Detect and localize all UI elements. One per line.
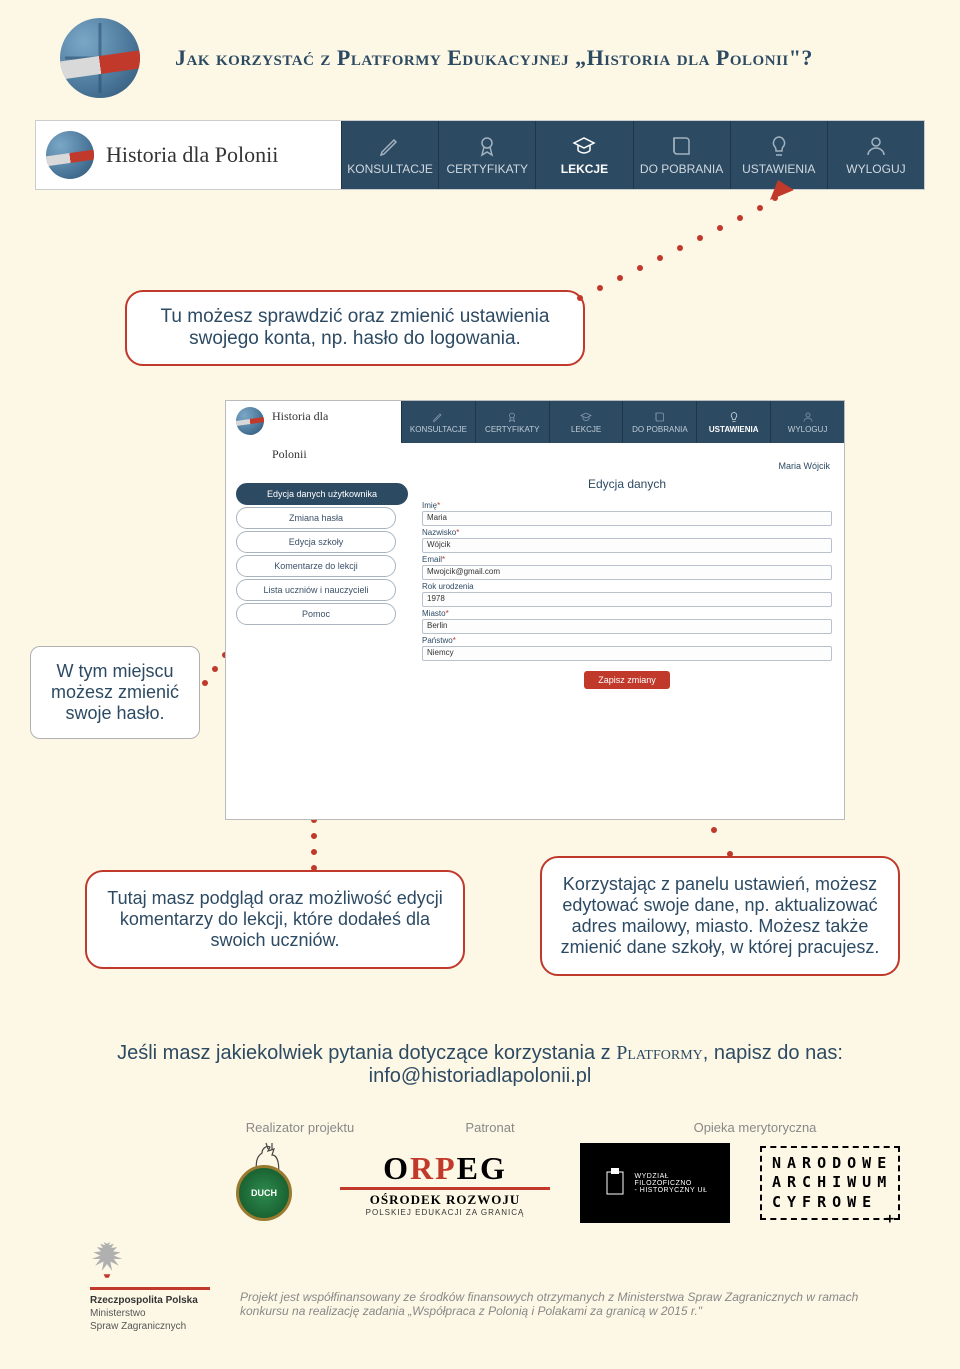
nac-text: NARODOWE ARCHIWUM CYFROWE: [772, 1154, 892, 1211]
sidebar-komentarze-do-lekcji[interactable]: Komentarze do lekcji: [236, 555, 396, 577]
page-header: Jak korzystać z Platformy Edukacyjnej „H…: [60, 18, 930, 98]
contact-platform: Platformy: [616, 1042, 703, 1064]
mini-brand: Historia dlaPolonii: [226, 401, 401, 443]
ministry-l1: Rzeczpospolita Polska: [90, 1295, 198, 1306]
main-navbar: Historia dla Polonii KONSULTACJECERTYFIK…: [35, 120, 925, 190]
input-nazwisko[interactable]: Wójcik: [422, 538, 832, 553]
save-button[interactable]: Zapisz zmiany: [584, 671, 670, 689]
callout-settings-info: Tu możesz sprawdzić oraz zmienić ustawie…: [125, 290, 585, 366]
page-title: Jak korzystać z Platformy Edukacyjnej „H…: [175, 45, 813, 71]
label-opieka: Opieka merytoryczna: [610, 1120, 900, 1135]
mini-nav-wyloguj[interactable]: WYLOGUJ: [770, 401, 844, 443]
duch-seal: DUCH: [236, 1165, 292, 1221]
contact-line-a: Jeśli masz jakiekolwiek pytania dotycząc…: [117, 1042, 616, 1064]
globe-logo-xs: [236, 407, 264, 435]
orpeg-sub2: POLSKIEJ EDUKACJI ZA GRANICĄ: [340, 1208, 550, 1217]
logo-duch: DUCH: [230, 1143, 310, 1223]
globe-logo: [60, 18, 140, 98]
partners-row: Realizator projektu Patronat Opieka mery…: [230, 1120, 900, 1223]
mini-nav-lekcje[interactable]: LEKCJE: [549, 401, 623, 443]
input-miasto[interactable]: Berlin: [422, 619, 832, 634]
callout-edit-data: Korzystając z panelu ustawień, możesz ed…: [540, 856, 900, 976]
arrow-to-ustawienia: [500, 170, 820, 310]
field-miasto: Miasto*Berlin: [422, 609, 832, 634]
logo-wfh: WYDZIAŁ FILOZOFICZNO - HISTORYCZNY UŁ: [580, 1143, 730, 1223]
field-nazwisko: Nazwisko*Wójcik: [422, 528, 832, 553]
logo-nac: NARODOWE ARCHIWUM CYFROWE: [760, 1146, 900, 1221]
form-heading: Edycja danych: [422, 477, 832, 491]
ministry-l2: Ministerstwo: [90, 1308, 146, 1319]
brand-text: Historia dla Polonii: [106, 142, 278, 168]
input-imię[interactable]: Maria: [422, 511, 832, 526]
mini-nav-konsultacje[interactable]: KONSULTACJE: [401, 401, 475, 443]
nav-item-do pobrania[interactable]: DO POBRANIA: [633, 121, 730, 189]
navbar-brand: Historia dla Polonii: [36, 121, 341, 189]
mini-brand-text: Historia dlaPolonii: [272, 407, 328, 465]
contact-text: Jeśli masz jakiekolwiek pytania dotycząc…: [0, 1042, 960, 1088]
sidebar-edycja-danych-użytkownika[interactable]: Edycja danych użytkownika: [236, 483, 408, 505]
orpeg-sub: OŚRODEK ROZWOJU: [340, 1192, 550, 1208]
partner-labels: Realizator projektu Patronat Opieka mery…: [230, 1120, 900, 1135]
partner-logos: DUCH ORPEG OŚRODEK ROZWOJU POLSKIEJ EDUK…: [230, 1143, 900, 1223]
globe-logo-small: [46, 131, 94, 179]
ministry-text: Rzeczpospolita Polska Ministerstwo Spraw…: [90, 1294, 220, 1333]
settings-screenshot: Historia dlaPolonii KONSULTACJECERTYFIKA…: [225, 400, 845, 820]
input-rok-urodzenia[interactable]: 1978: [422, 592, 832, 607]
mini-nav-certyfikaty[interactable]: CERTYFIKATY: [475, 401, 549, 443]
nav-item-ustawienia[interactable]: USTAWIENIA: [730, 121, 827, 189]
field-email: Email*Mwojcik@gmail.com: [422, 555, 832, 580]
contact-line-c: , napisz do nas:: [703, 1042, 843, 1064]
project-note: Projekt jest współfinansowany ze środków…: [240, 1290, 900, 1318]
nav-item-wyloguj[interactable]: WYLOGUJ: [827, 121, 924, 189]
sidebar-zmiana-hasła[interactable]: Zmiana hasła: [236, 507, 396, 529]
nav-item-lekcje[interactable]: LEKCJE: [535, 121, 632, 189]
mini-navbar: Historia dlaPolonii KONSULTACJECERTYFIKA…: [226, 401, 844, 443]
wfh-text: WYDZIAŁ FILOZOFICZNO - HISTORYCZNY UŁ: [635, 1173, 708, 1194]
mini-nav-ustawienia[interactable]: USTAWIENIA: [696, 401, 770, 443]
logo-orpeg: ORPEG OŚRODEK ROZWOJU POLSKIEJ EDUKACJI …: [340, 1150, 550, 1217]
input-email[interactable]: Mwojcik@gmail.com: [422, 565, 832, 580]
field-rok-urodzenia: Rok urodzenia1978: [422, 582, 832, 607]
orpeg-eg: EG: [457, 1150, 507, 1186]
label-patronat: Patronat: [370, 1120, 610, 1135]
callout-password: W tym miejscu możesz zmienić swoje hasło…: [30, 646, 200, 739]
callout-comments: Tutaj masz podgląd oraz możliwość edycji…: [85, 870, 465, 969]
orpeg-o: O: [383, 1150, 410, 1186]
field-państwo: Państwo*Niemcy: [422, 636, 832, 661]
sidebar-edycja-szkoły[interactable]: Edycja szkoły: [236, 531, 396, 553]
eagle-icon: [90, 1240, 124, 1278]
mini-nav-do pobrania[interactable]: DO POBRANIA: [622, 401, 696, 443]
nav-item-certyfikaty[interactable]: CERTYFIKATY: [438, 121, 535, 189]
label-realizator: Realizator projektu: [230, 1120, 370, 1135]
nav-item-konsultacje[interactable]: KONSULTACJE: [341, 121, 438, 189]
navbar-items: KONSULTACJECERTYFIKATYLEKCJEDO POBRANIAU…: [341, 121, 924, 189]
contact-email: info@historiadlapolonii.pl: [369, 1065, 592, 1087]
sidebar-pomoc[interactable]: Pomoc: [236, 603, 396, 625]
mini-nav-items: KONSULTACJECERTYFIKATYLEKCJEDO POBRANIAU…: [401, 401, 844, 443]
settings-sidebar: Edycja danych użytkownikaZmiana hasłaEdy…: [236, 481, 408, 627]
sidebar-lista-uczniów-i-nauczycieli[interactable]: Lista uczniów i nauczycieli: [236, 579, 396, 601]
edit-form: Edycja danych Imię*MariaNazwisko*WójcikE…: [422, 477, 832, 689]
orpeg-rp: RP: [410, 1150, 457, 1186]
field-imię: Imię*Maria: [422, 501, 832, 526]
ministry-block: Rzeczpospolita Polska Ministerstwo Spraw…: [90, 1240, 220, 1333]
input-państwo[interactable]: Niemcy: [422, 646, 832, 661]
ministry-l3: Spraw Zagranicznych: [90, 1321, 186, 1332]
